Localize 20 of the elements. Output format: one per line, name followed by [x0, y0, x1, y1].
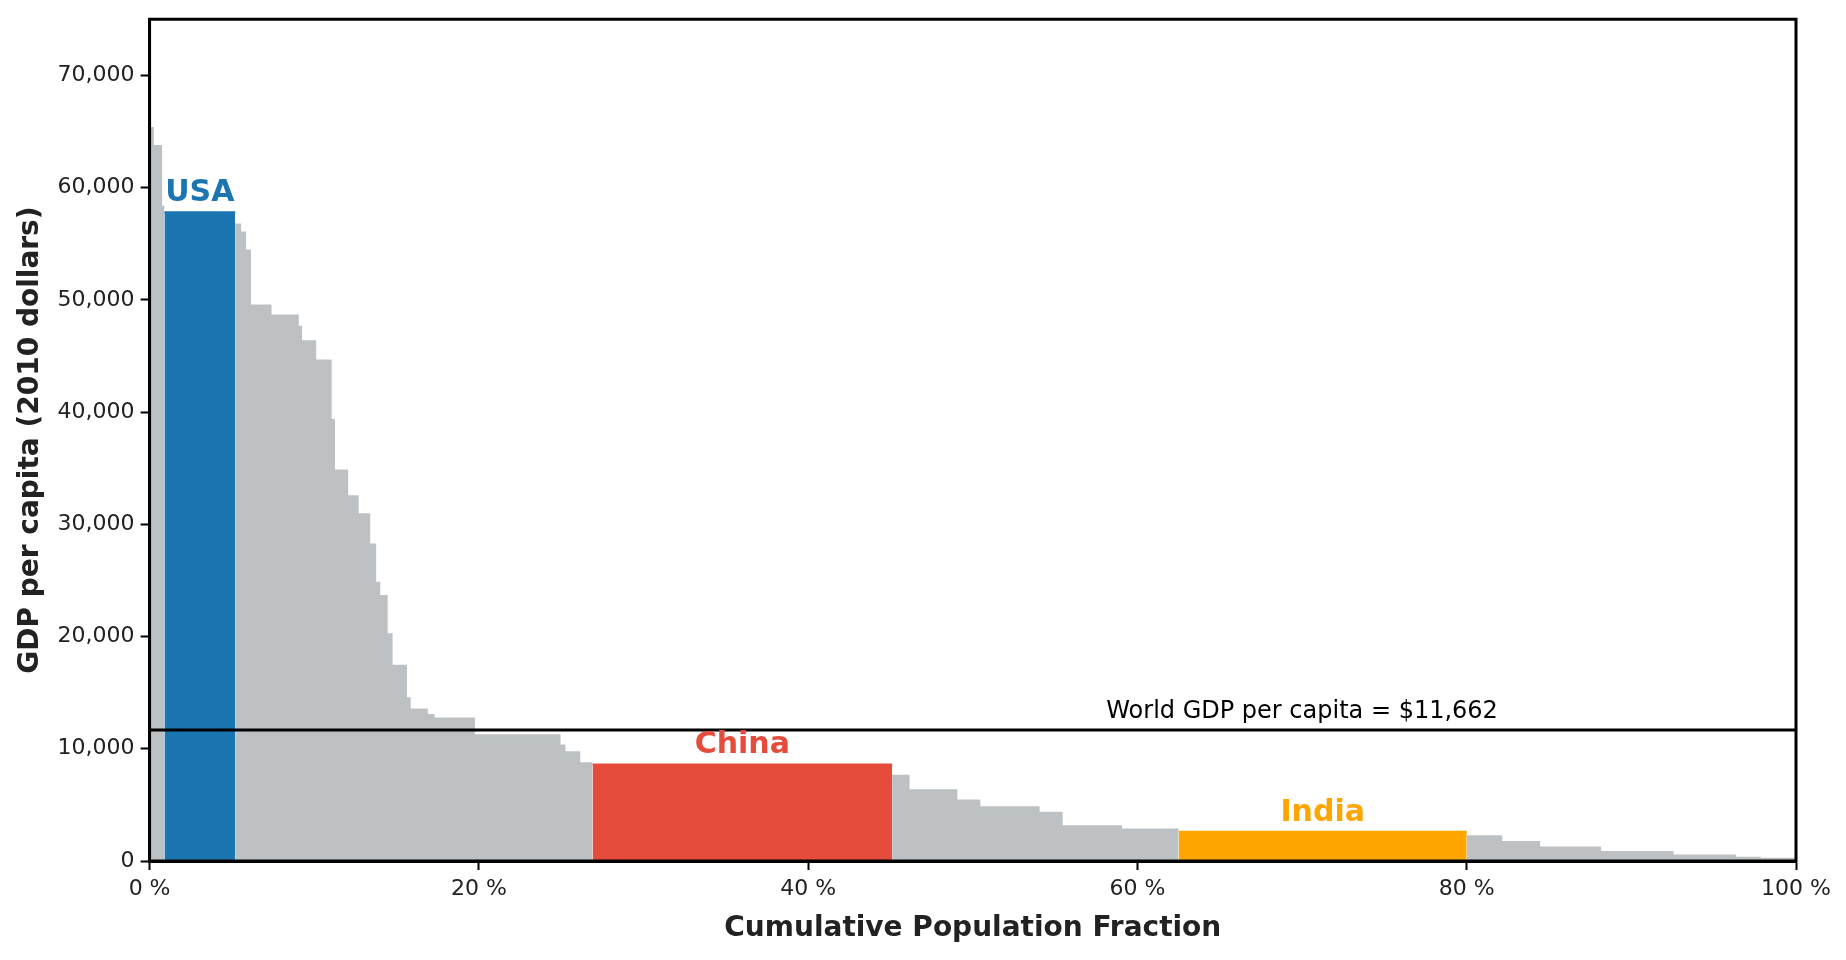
y-tick-label: 40,000	[57, 397, 135, 423]
y-tick-label: 50,000	[57, 285, 135, 311]
x-tick-label: 0 %	[128, 874, 171, 900]
x-tick-label: 80 %	[1438, 874, 1495, 900]
y-tick-label: 10,000	[57, 734, 135, 760]
y-tick-label: 0	[120, 846, 135, 872]
x-tick-label: 20 %	[450, 874, 507, 900]
y-tick-label: 30,000	[57, 510, 135, 535]
x-tick-label: 60 %	[1109, 874, 1166, 900]
y-tick-label: 60,000	[57, 173, 135, 199]
series-label: USA	[165, 173, 236, 209]
x-axis-title: Cumulative Population Fraction	[724, 910, 1222, 944]
ref-line-label: World GDP per capita = $11,662	[1106, 696, 1498, 725]
y-tick-label: 20,000	[57, 622, 135, 648]
y-axis-title: GDP per capita (2010 dollars)	[12, 206, 46, 674]
y-tick-label: 70,000	[57, 61, 135, 87]
x-tick-label: 100 %	[1761, 874, 1831, 900]
series-label: China	[694, 725, 790, 761]
series-label: India	[1280, 792, 1365, 828]
x-tick-label: 40 %	[780, 874, 837, 900]
